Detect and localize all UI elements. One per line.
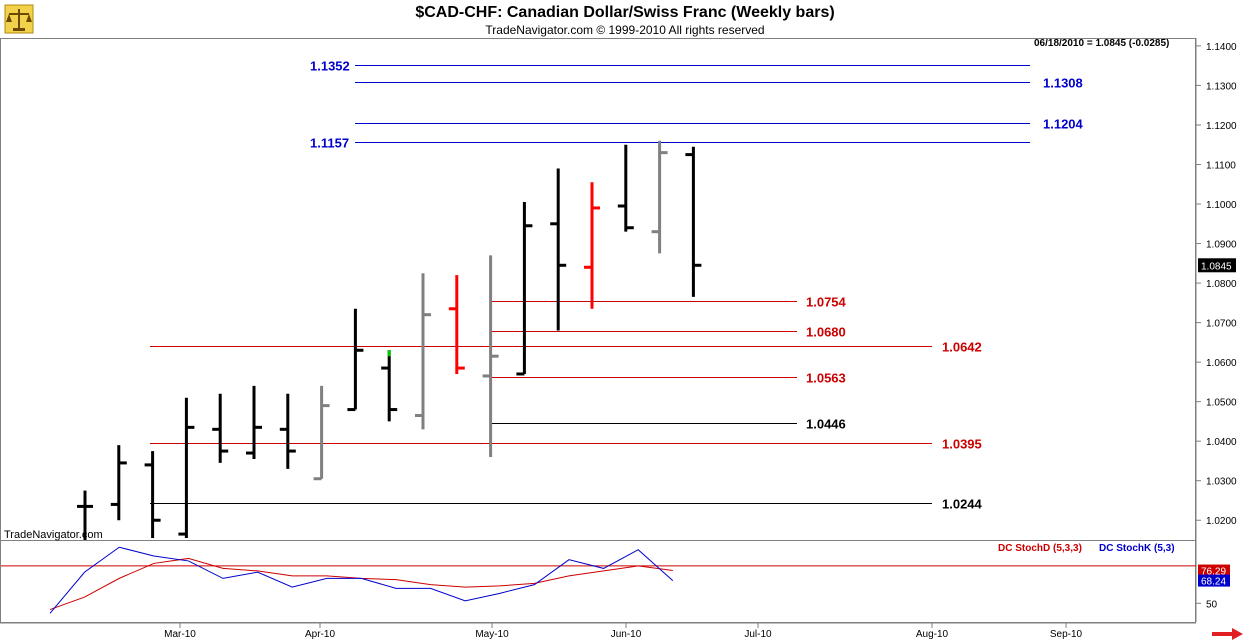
x-tick-label: Sep-10: [1050, 629, 1083, 640]
stoch-y-tick-label: 50: [1206, 599, 1218, 610]
y-tick-label: 1.1400: [1206, 42, 1237, 53]
stoch-k-line: [49, 546, 674, 614]
ohlc-bar: [279, 393, 296, 469]
level-label: 1.0680: [806, 325, 846, 340]
ohlc-bar: [550, 168, 567, 331]
x-axis-ticks: Mar-10 Apr-10 May-10 Jun-10 Jul-10 Aug-10 Sep-…: [164, 623, 1083, 640]
level-label: 1.1352: [310, 59, 350, 74]
price-panel-border: [0, 38, 1196, 541]
ohlc-bar: [584, 182, 600, 309]
ohlc-bar: [144, 451, 161, 539]
scroll-right-arrow-icon[interactable]: [1212, 627, 1244, 641]
ohlc-bar: [77, 490, 93, 540]
ohlc-bar: [448, 275, 465, 374]
stoch-k-value-label: 68.24: [1201, 577, 1226, 588]
watermark: TradeNavigator.com: [4, 529, 103, 541]
ohlc-bar: [212, 393, 229, 463]
y-tick-label: 1.0900: [1206, 240, 1237, 251]
y-tick-label: 1.1000: [1206, 200, 1237, 211]
ohlc-bar: [685, 146, 702, 297]
y-tick-label: 1.1300: [1206, 81, 1237, 92]
level-label: 1.0563: [806, 371, 846, 386]
chart-title: $CAD-CHF: Canadian Dollar/Swiss Franc (W…: [415, 4, 835, 21]
stoch-legend-d: DC StochD (5,3,3): [998, 543, 1082, 554]
y-tick-label: 1.1100: [1206, 160, 1236, 171]
x-tick-label: Aug-10: [916, 629, 949, 640]
level-label: 1.1157: [310, 136, 349, 151]
ohlc-bar: [381, 350, 398, 422]
last-price-label: 1.0845: [1201, 261, 1232, 272]
stoch-d-value-label: 76.29: [1201, 567, 1226, 578]
ohlc-bar: [246, 385, 262, 459]
last-bar-readout: 06/18/2010 = 1.0845 (-0.0285): [1034, 38, 1170, 49]
y-tick-label: 1.1200: [1206, 121, 1237, 132]
ohlc-bar: [651, 140, 668, 254]
ohlc-bar: [313, 385, 330, 481]
y-axis-ticks: 1.1400 1.1300 1.1200 1.1100 1.1000 1.0900 1.08…: [1196, 42, 1237, 527]
level-label: 1.0446: [806, 417, 846, 432]
ohlc-bars: [77, 140, 702, 540]
ohlc-bar: [347, 308, 364, 412]
y-tick-label: 1.0500: [1206, 398, 1237, 409]
level-label: 1.0395: [942, 437, 982, 452]
stoch-d-value-box: [1198, 564, 1230, 577]
y-tick-label: 1.0800: [1206, 279, 1237, 290]
level-label: 1.1204: [1043, 117, 1084, 132]
x-tick-label: May-10: [475, 629, 509, 640]
chart-subtitle: TradeNavigator.com © 1999-2010 All right…: [485, 23, 765, 37]
ohlc-bar: [516, 202, 533, 376]
x-tick-label: Mar-10: [164, 629, 196, 640]
last-price-box: [1198, 258, 1236, 273]
level-label: 1.0754: [806, 295, 847, 310]
y-tick-label: 1.0200: [1206, 516, 1237, 527]
x-tick-label: Jun-10: [611, 629, 642, 640]
chart-header: $CAD-CHF: Canadian Dollar/Swiss Franc (W…: [0, 0, 1250, 49]
x-tick-label: Jul-10: [744, 629, 772, 640]
y-tick-label: 1.0300: [1206, 477, 1237, 488]
y-tick-label: 1.0400: [1206, 437, 1237, 448]
ohlc-bar: [617, 144, 634, 232]
ohlc-bar: [110, 445, 127, 521]
trade-navigator-logo-icon: [4, 4, 34, 34]
level-lines: 1.1352 1.1308 1.1204 1.1157 1.0754 1.0680 1.06…: [150, 59, 1084, 512]
level-label: 1.1308: [1043, 76, 1083, 91]
level-label: 1.0642: [942, 340, 982, 355]
stoch-legend-k: DC StochK (5,3): [1099, 543, 1175, 554]
level-label: 1.0244: [942, 497, 983, 512]
x-tick-label: Apr-10: [305, 629, 335, 640]
stoch-k-value-box: [1198, 574, 1230, 587]
ohlc-bar: [482, 255, 499, 457]
y-tick-label: 1.0700: [1206, 319, 1237, 330]
y-tick-label: 1.0600: [1206, 358, 1237, 369]
ohlc-bar: [178, 397, 195, 539]
ohlc-bar: [415, 273, 431, 430]
